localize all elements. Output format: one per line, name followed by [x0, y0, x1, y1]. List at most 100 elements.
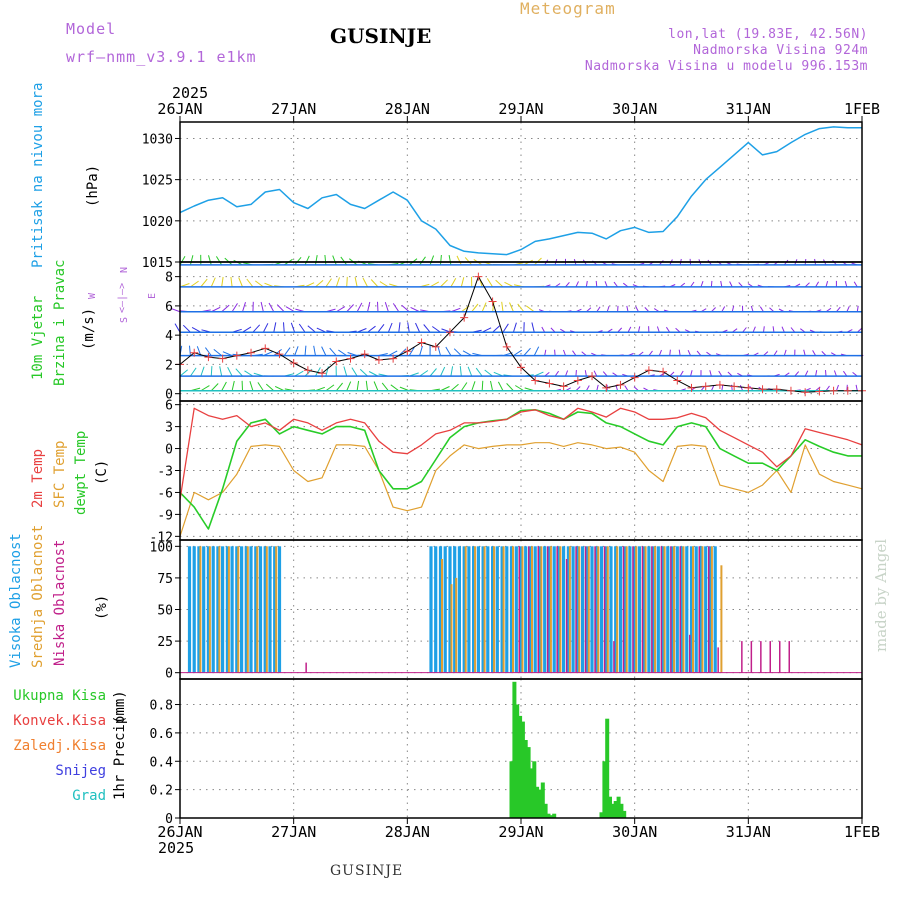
wind-speed-marker — [431, 342, 440, 351]
wind-barb — [833, 370, 837, 377]
wind-speed-marker — [730, 382, 739, 391]
cloud-mid-bar — [701, 546, 704, 673]
compass-east: E — [147, 293, 158, 299]
wind-barb — [429, 281, 440, 288]
x-tick-label-bottom: 26JAN — [157, 823, 202, 841]
wind-barb — [219, 366, 223, 377]
cloud-low-bar — [670, 546, 672, 673]
wind-barb — [512, 322, 517, 333]
cloud-high-bar — [221, 546, 225, 673]
wind-unit: (m/s) — [81, 308, 97, 350]
wind-barb — [783, 349, 787, 356]
wind-speed-marker — [602, 383, 611, 392]
wind-speed-marker — [488, 297, 497, 306]
cloud-high-bar — [661, 546, 665, 673]
cloud-high-bar — [249, 546, 253, 673]
cloud-low-bar — [741, 641, 743, 673]
cloud-high-bar — [457, 546, 461, 673]
elevation-label: Nadmorska Visina 924m — [693, 43, 868, 58]
wind-barb — [390, 384, 400, 392]
wind-barb — [351, 367, 358, 377]
cloud-high-bar — [240, 546, 244, 673]
wind-barb — [718, 370, 723, 377]
wind-barb — [720, 280, 723, 287]
cloud-high-bar — [704, 546, 708, 673]
cloud-high-bar — [571, 546, 575, 673]
wind-barb — [596, 306, 601, 313]
cloud-low-bar — [641, 546, 644, 673]
cloud-low-bar — [528, 546, 530, 673]
wind-barb — [437, 345, 441, 356]
wind-barb — [190, 280, 199, 288]
cloud-high-bar — [566, 546, 570, 673]
wind-barb — [525, 305, 535, 313]
wind-barb — [265, 383, 275, 392]
cloud-high-bar — [642, 546, 646, 673]
wind-speed-marker — [843, 386, 852, 395]
wind-barb — [335, 277, 340, 288]
wind-barb — [252, 324, 261, 333]
wind-barb — [190, 367, 197, 377]
cloud-high-bar — [429, 546, 433, 673]
wind-barb — [690, 281, 695, 288]
wind-barb — [415, 322, 421, 333]
wind-barb — [585, 280, 588, 287]
wind-barb — [329, 347, 337, 356]
wind-ylabel-1: 10m Vjetar — [30, 296, 46, 380]
year-label-bottom: 2025 — [158, 839, 194, 857]
legend-freezing-rain: Zaledj.Kisa — [13, 738, 106, 754]
wind-barb — [381, 382, 389, 392]
wind-speed-marker — [744, 383, 753, 392]
model-label: Model — [66, 20, 116, 38]
cloud-high-bar — [524, 546, 528, 673]
wind-barb — [365, 380, 369, 391]
wind-barb — [490, 380, 494, 391]
cloud-high-bar — [614, 546, 618, 673]
cloud-high-bar — [666, 546, 670, 673]
cloud-mid-bar — [635, 546, 638, 673]
cloud-mid-bar — [521, 546, 524, 673]
wind-barb — [729, 281, 733, 288]
x-tick-label-top: 28JAN — [385, 100, 430, 118]
cloud-low-bar — [546, 546, 549, 673]
wind-barb — [336, 306, 346, 313]
wind-barb — [739, 385, 744, 391]
wind-barb — [359, 368, 368, 377]
wind-speed-marker — [460, 313, 469, 322]
cloud-mid-bar — [625, 546, 628, 673]
cloud-high-bar — [495, 546, 499, 673]
cloud-low-bar — [750, 641, 753, 673]
wind-barb — [517, 303, 525, 313]
wind-barb — [835, 384, 839, 391]
wind-barb — [450, 277, 457, 288]
precip-bar — [608, 796, 612, 818]
wind-barb — [231, 380, 235, 391]
cloud-high-bar — [448, 546, 452, 673]
wind-barb — [513, 349, 523, 357]
wind-barb — [407, 322, 410, 333]
wind-barb — [377, 323, 385, 333]
cloud-mid-bar — [549, 546, 552, 673]
wind-barb — [315, 280, 324, 288]
wind-barb — [669, 349, 671, 356]
wind-barb — [379, 281, 389, 288]
x-tick-label-top: 29JAN — [498, 100, 543, 118]
wind-barb — [242, 326, 252, 333]
y-tick-label-pressure: 1025 — [142, 174, 173, 189]
wind-barb — [648, 350, 653, 356]
y-tick-label-temperature: 6 — [165, 399, 173, 414]
y-tick-label-wind: 2 — [165, 358, 173, 373]
wind-barb — [384, 302, 389, 312]
x-tick-label-top: 31JAN — [726, 100, 771, 118]
wind-barb — [565, 281, 570, 288]
cloud-high-bar — [206, 546, 210, 673]
wind-speed-marker — [701, 382, 710, 391]
cloud-high-bar — [202, 546, 206, 673]
wind-barb — [575, 281, 579, 288]
wind-barb — [356, 380, 360, 391]
precip-bar — [613, 801, 618, 818]
wind-speed-marker — [715, 380, 724, 389]
cloud-low-bar — [613, 641, 615, 673]
x-tick-label-top: 1FEB — [844, 100, 880, 118]
cloud-high-bar — [216, 546, 220, 673]
